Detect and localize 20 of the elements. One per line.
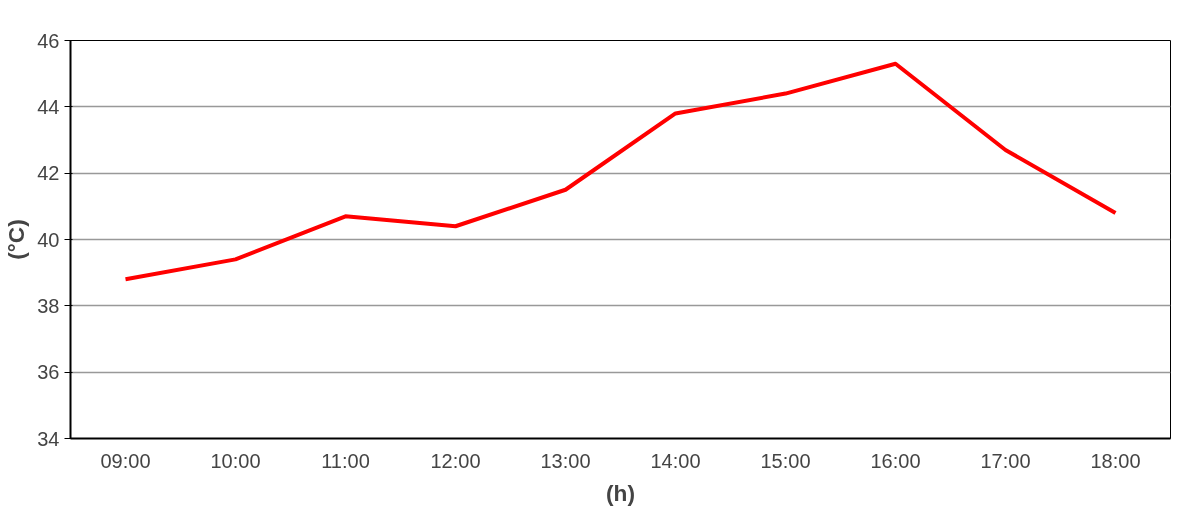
x-tick-label: 13:00 <box>540 449 591 472</box>
y-tick-label: 36 <box>37 361 60 384</box>
x-tick-label: 11:00 <box>321 449 370 472</box>
x-tick-label: 10:00 <box>210 449 261 472</box>
x-tick-label: 16:00 <box>870 449 921 472</box>
y-axis-title: (°C) <box>3 219 30 260</box>
y-tick-label: 34 <box>37 427 60 450</box>
line-series <box>123 61 1118 282</box>
x-tick-label: 18:00 <box>1090 449 1141 472</box>
x-tick-label: 09:00 <box>100 449 151 472</box>
x-tick-label: 14:00 <box>650 449 701 472</box>
y-tick-label: 42 <box>37 162 60 185</box>
x-tick-label: 15:00 <box>760 449 811 472</box>
x-tick-label: 17:00 <box>980 449 1031 472</box>
x-tick-label: 12:00 <box>430 449 481 472</box>
y-tick-label: 38 <box>37 294 60 317</box>
y-tick-label: 44 <box>37 95 60 118</box>
x-axis-title: (h) <box>606 479 635 506</box>
y-tick-label: 46 <box>37 29 60 52</box>
y-tick-label: 40 <box>37 228 60 251</box>
